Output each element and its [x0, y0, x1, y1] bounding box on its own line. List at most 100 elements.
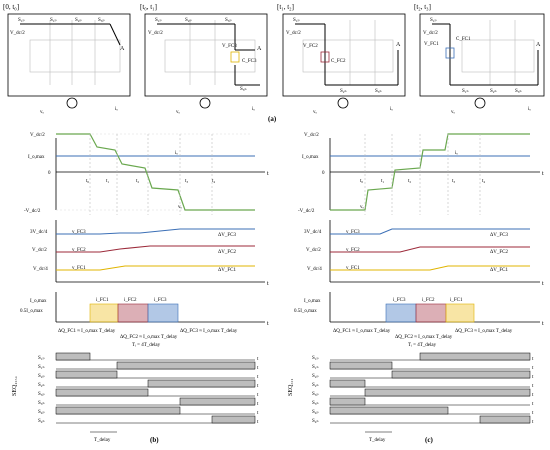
node-label: A	[396, 42, 401, 48]
cap-label: C_FC3	[242, 59, 257, 64]
seq-on-block	[116, 361, 256, 370]
delta-label: ΔV_FC2	[218, 250, 236, 255]
output-voltage-label: vₒ	[40, 110, 45, 115]
seq-time-arrow: t	[257, 375, 259, 380]
current-source-icon	[474, 97, 486, 109]
switch-label: S₁ₚ	[18, 18, 25, 23]
seq-time-arrow: t	[257, 393, 259, 398]
switch-label: S₁ₚ	[293, 18, 300, 23]
circuit-interval-label: [t₂, t₃]	[414, 3, 431, 11]
seq-switch-label: S₄ₙ	[38, 419, 45, 424]
y-tick: I_o,max	[302, 155, 319, 160]
seq-switch-label: S₃ₚ	[312, 392, 319, 397]
circuit-panel-1: [0, t₀] V_dc/2 S₁ₚ S₁ₚ S₂ₚ S₃ₚ A vₒ iₒ	[3, 3, 131, 115]
time-label: t₁	[106, 179, 109, 184]
switch-sequence-b: SEQ₁₂₃₄ S₁ₚ t S₁ₙ t S₂ₚ t S₂ₙ t S₃ₚ t S₃ₙ t S₄ₚ t S₄ₙ t…	[12, 352, 259, 443]
vfc1-trace	[330, 265, 530, 271]
seq-on-block	[419, 352, 531, 361]
vfc2-trace	[56, 245, 255, 253]
charge-note: ΔQ_FC1 ≈ I_o,max T_delay	[58, 329, 116, 334]
cur-level: I_o,max	[30, 299, 47, 304]
axis-t: t	[267, 281, 269, 287]
circuit-panel-3: [t₁, t₂] V_FC2 C_FC2 V_dc/2 S₁ₚ S₂ₙ S₃ₙ …	[277, 3, 406, 115]
vfc1-trace	[56, 265, 255, 271]
seq-time-arrow: t	[257, 402, 259, 407]
io-label: iₒ	[175, 151, 178, 156]
time-label: t₀	[86, 179, 89, 184]
fc-label: v_FC3	[72, 230, 86, 235]
axis-t: t	[267, 321, 269, 327]
input-voltage-label: V_dc/2	[286, 31, 301, 36]
seq-time-arrow: t	[257, 420, 259, 425]
seq-time-arrow: t	[532, 411, 534, 416]
cur-label: i_FC1	[96, 298, 109, 303]
charge-note: ΔQ_FC1 ≈ I_o,max T_delay	[333, 329, 391, 334]
seq-time-arrow: t	[532, 402, 534, 407]
seq-time-arrow: t	[257, 384, 259, 389]
delta-label: ΔV_FC2	[490, 250, 508, 255]
circuit-interval-label: [0, t₀]	[3, 3, 19, 11]
circuit-interval-label: [t₁, t₂]	[277, 3, 294, 11]
fc-label: v_FC1	[346, 266, 360, 271]
cur-label: i_FC2	[124, 298, 137, 303]
caption-c: (c)	[425, 436, 433, 444]
time-label: t₁	[381, 179, 384, 184]
seq-switch-label: S₁ₙ	[38, 365, 45, 370]
fc-level: 3V_dc/4	[30, 230, 48, 235]
vfc2-trace	[330, 246, 530, 253]
seq-on-block	[391, 370, 531, 379]
seq-switch-label: S₃ₚ	[38, 392, 45, 397]
time-label: t₃	[452, 179, 455, 184]
cur-level: I_o,max	[304, 299, 321, 304]
axis-t: t	[542, 171, 544, 177]
seq-time-arrow: t	[532, 420, 534, 425]
cap-voltage-label: V_FC3	[222, 44, 237, 49]
axis-t: t	[542, 281, 544, 287]
charge-note: ΔQ_FC3 ≈ I_o,max T_delay	[455, 329, 513, 334]
seq-on-block	[55, 370, 118, 379]
cap-label: C_FC2	[331, 59, 346, 64]
charge-note: ΔQ_FC3 ≈ I_o,max T_delay	[180, 329, 238, 334]
y-tick: V_dc/2	[304, 133, 319, 138]
circuit-panel-2: [t₀, t₁] V_FC3 C_FC3 V_dc/2 S₁ₚ S₂ₚ S₃ₚ …	[140, 3, 268, 115]
y-tick: I_o,max	[28, 155, 45, 160]
ifc3-area	[385, 303, 417, 323]
ifc1-area	[445, 303, 475, 323]
switch-label: S₃ₙ	[515, 89, 522, 94]
output-current-label: iₒ	[528, 107, 531, 112]
cap-voltage-label: V_FC2	[303, 44, 318, 49]
vfc3-trace	[56, 228, 255, 235]
seq-time-arrow: t	[532, 366, 534, 371]
fc-level: V_dc/4	[307, 267, 322, 272]
circuit-row: [0, t₀] V_dc/2 S₁ₚ S₁ₚ S₂ₚ S₃ₚ A vₒ iₒ […	[3, 3, 545, 123]
fc-current-plot-b: t I_o,max 0.5I_o,max i_FC1 i_FC2 i_FC3 Δ…	[20, 292, 269, 348]
charge-note: ΔQ_FC2 ≈ I_o,max T_delay	[395, 335, 453, 340]
y-tick: -V_dc/2	[24, 209, 41, 214]
seq-switch-label: S₄ₚ	[38, 410, 45, 415]
waveform-panel-c: t V_dc/2 I_o,max 0 -V_dc/2 t₀ t₁ t₂ t₃ t…	[288, 133, 544, 444]
time-label: t₃	[185, 179, 188, 184]
ifc2-area	[117, 303, 149, 323]
switch-label: S₂ₙ	[490, 89, 497, 94]
seq-on-block	[55, 352, 91, 361]
vfc3-trace	[330, 228, 530, 235]
switch-label: S₁ₚ	[155, 18, 162, 23]
fc-level: V_dc/2	[306, 248, 321, 253]
fc-level: V_dc/4	[33, 267, 48, 272]
seq-switch-label: S₂ₙ	[38, 383, 45, 388]
seq-switch-label: S₂ₙ	[312, 383, 319, 388]
switch-label: S₃ₙ	[240, 87, 247, 92]
capacitor-icon	[230, 51, 240, 63]
cur-level: 0.5I_o,max	[20, 309, 43, 314]
output-voltage-label: vₒ	[451, 110, 456, 115]
vo-trace	[56, 133, 255, 211]
switch-label: S₃ₚ	[225, 18, 232, 23]
switch-label: S₂ₚ	[185, 18, 192, 23]
seq-on-block	[329, 361, 393, 370]
cur-label: i_FC3	[154, 298, 167, 303]
current-source-icon	[337, 97, 349, 109]
fc-voltage-plot-c: t 3V_dc/4 V_dc/2 V_dc/4 v_FC3 v_FC2 v_FC…	[304, 220, 544, 287]
seq-on-block	[329, 406, 449, 415]
seq-time-arrow: t	[257, 411, 259, 416]
